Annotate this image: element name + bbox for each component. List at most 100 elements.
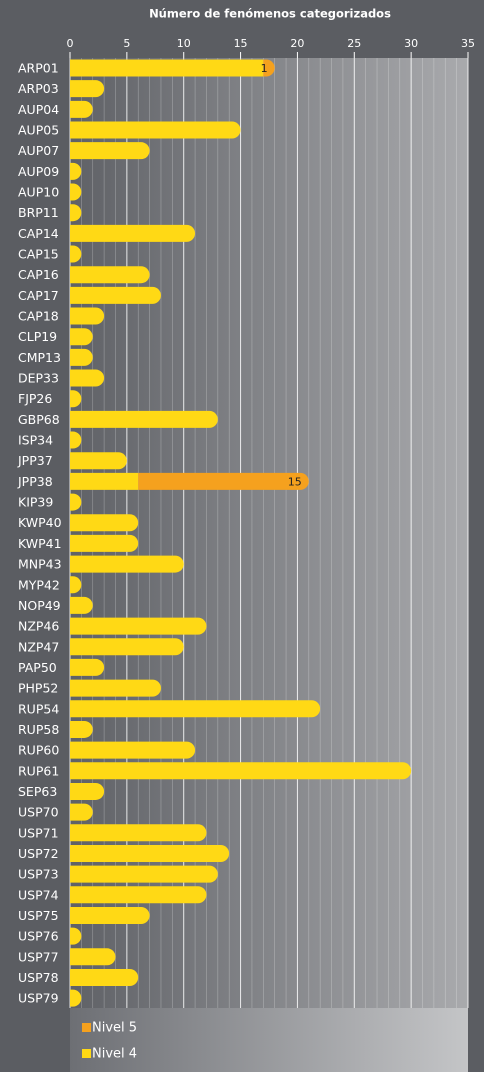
y-tick-label: RUP61 — [18, 763, 59, 778]
bar-segment — [70, 328, 93, 346]
y-tick-label: ARP01 — [18, 61, 59, 76]
y-tick-label: USP73 — [18, 867, 59, 882]
y-tick-label: USP77 — [18, 949, 59, 964]
legend-box — [70, 1008, 468, 1072]
y-tick-label: KWP41 — [18, 536, 62, 551]
y-tick-label: CLP19 — [18, 329, 57, 344]
y-tick-label: USP72 — [18, 846, 59, 861]
bar-segment — [70, 266, 150, 284]
y-tick-label: NZP47 — [18, 639, 59, 654]
bar-segment — [70, 142, 150, 160]
bar-segment — [70, 576, 82, 594]
bar-segment — [70, 514, 139, 532]
bar-segment — [70, 162, 82, 180]
y-tick-label: USP78 — [18, 970, 59, 985]
x-tick-label: 20 — [290, 37, 304, 50]
bar-segment — [70, 638, 184, 656]
y-tick-label: CAP16 — [18, 267, 59, 282]
y-tick-label: USP71 — [18, 825, 59, 840]
y-tick-label: JPP37 — [17, 453, 53, 468]
y-tick-label: GBP68 — [18, 412, 60, 427]
y-tick-label: KIP39 — [18, 495, 53, 510]
bar-segment — [70, 369, 105, 387]
y-tick-label: CMP13 — [18, 350, 61, 365]
y-tick-label: DEP33 — [18, 371, 59, 386]
bar-segment — [70, 844, 230, 862]
legend-label: Nivel 4 — [92, 1047, 137, 1062]
y-tick-label: CAP15 — [18, 247, 59, 262]
y-tick-label: USP79 — [18, 991, 59, 1006]
bar-segment — [70, 679, 161, 697]
bar-segment — [70, 59, 264, 77]
data-label: 1 — [261, 62, 268, 75]
bar-segment — [70, 658, 105, 676]
bar-segment — [263, 59, 275, 77]
y-tick-label: RUP58 — [18, 722, 59, 737]
data-label: 15 — [288, 475, 302, 488]
y-tick-label: NZP46 — [18, 619, 59, 634]
bar-segment — [70, 410, 218, 428]
bar-segment — [70, 741, 196, 759]
bar-segment — [70, 307, 105, 325]
bar-segment — [70, 245, 82, 263]
bar-segment — [70, 348, 93, 366]
bar-segment — [70, 286, 161, 304]
y-tick-label: AUP05 — [18, 123, 59, 138]
y-tick-label: PHP52 — [18, 681, 58, 696]
bar-segment — [70, 824, 207, 842]
bar-segment — [70, 968, 139, 986]
y-tick-label: JPP38 — [17, 474, 53, 489]
y-tick-label: MYP42 — [18, 577, 60, 592]
bar-segment — [70, 720, 93, 738]
bar-segment — [70, 782, 105, 800]
y-tick-label: MNP43 — [18, 557, 62, 572]
bar-segment — [70, 472, 139, 490]
bar-segment — [70, 100, 93, 118]
bar-segment — [70, 865, 218, 883]
bar-segment — [70, 204, 82, 222]
bar-segment — [70, 927, 82, 945]
bar-segment — [70, 596, 93, 614]
y-tick-label: RUP54 — [18, 701, 59, 716]
y-tick-label: AUP07 — [18, 143, 59, 158]
bar-segment — [70, 906, 150, 924]
bar-segment — [70, 989, 82, 1007]
bar-segment — [70, 948, 116, 966]
y-tick-label: NOP49 — [18, 598, 61, 613]
bar-segment — [70, 886, 207, 904]
legend-swatch — [82, 1049, 91, 1058]
bar-segment — [70, 452, 127, 470]
x-tick-label: 5 — [123, 37, 130, 50]
y-tick-label: AUP09 — [18, 164, 59, 179]
legend-label: Nivel 5 — [92, 1021, 137, 1036]
bar-segment — [70, 493, 82, 511]
bar-segment — [70, 224, 196, 242]
y-tick-label: USP75 — [18, 908, 59, 923]
legend-swatch — [82, 1023, 91, 1032]
bar-segment — [70, 803, 93, 821]
y-tick-label: AUP04 — [18, 102, 59, 117]
x-tick-label: 10 — [177, 37, 191, 50]
bar-segment — [70, 534, 139, 552]
bar-segment — [70, 700, 321, 718]
y-tick-label: ARP03 — [18, 81, 59, 96]
chart-title: Número de fenómenos categorizados — [149, 7, 391, 21]
y-tick-label: AUP10 — [18, 185, 59, 200]
bar-segment — [70, 617, 207, 635]
bar-segment — [70, 390, 82, 408]
y-tick-label: PAP50 — [18, 660, 57, 675]
y-tick-label: RUP60 — [18, 743, 59, 758]
y-tick-label: CAP14 — [18, 226, 59, 241]
y-tick-label: USP74 — [18, 887, 59, 902]
y-tick-label: KWP40 — [18, 515, 62, 530]
y-tick-label: USP76 — [18, 929, 59, 944]
bar-segment — [70, 762, 412, 780]
y-tick-label: ISP34 — [18, 433, 53, 448]
bar-segment — [70, 555, 184, 573]
y-tick-label: FJP26 — [18, 391, 52, 406]
x-tick-label: 35 — [461, 37, 475, 50]
plot-area — [70, 58, 468, 1008]
x-tick-label: 25 — [347, 37, 361, 50]
bar-segment — [70, 183, 82, 201]
